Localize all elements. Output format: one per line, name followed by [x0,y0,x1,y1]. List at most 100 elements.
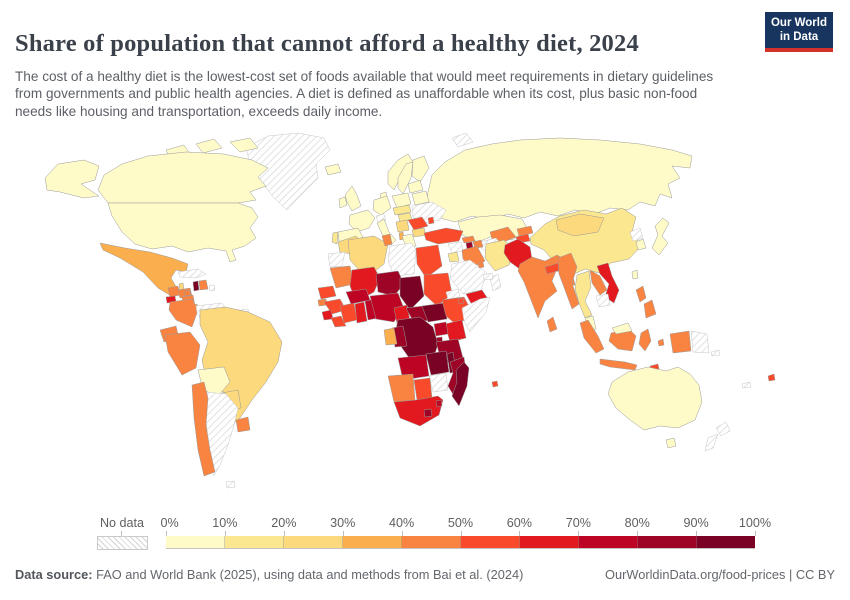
country-georgia[interactable] [461,235,476,244]
country-fiji[interactable] [767,373,776,382]
country-liberia[interactable] [330,315,347,328]
country-azerbaijan[interactable] [472,239,484,249]
country-mongolia[interactable] [555,213,605,237]
country-laos[interactable] [589,269,608,296]
country-peru[interactable] [164,331,201,376]
country-somalia[interactable] [461,296,491,333]
country-mexico[interactable] [99,242,189,297]
country-tunisia[interactable] [381,233,393,247]
country-chile[interactable] [191,381,216,477]
country-canada-arctic-island[interactable] [195,138,223,154]
legend-cell-b2[interactable] [225,536,284,548]
country-alaska[interactable] [44,159,100,199]
country-australia[interactable] [607,366,703,431]
country-portugal[interactable] [331,231,339,245]
country-kenya[interactable] [444,319,467,343]
country-new-zealand[interactable] [704,421,731,452]
country-malaysia-borneo[interactable] [611,322,633,335]
owid-logo[interactable]: Our World in Data [765,12,833,52]
country-chad[interactable] [399,275,425,311]
country-botswana[interactable] [413,377,433,401]
country-western-sahara[interactable] [327,251,346,268]
country-vietnam[interactable] [596,262,620,304]
country-taiwan[interactable] [631,269,639,280]
country-balkans[interactable] [395,219,410,233]
legend-cell-b8[interactable] [579,536,638,548]
country-jordan[interactable] [447,251,460,263]
country-papua-new-guinea[interactable] [690,330,710,354]
country-egypt[interactable] [415,244,443,279]
country-zambia[interactable] [425,350,450,376]
country-mauritius[interactable] [491,380,499,388]
country-sweden[interactable] [397,161,414,195]
country-cuba[interactable] [177,268,207,279]
country-lesotho[interactable] [423,408,433,418]
country-burkina-faso[interactable] [345,288,371,305]
country-eswatini[interactable] [435,399,443,408]
country-indonesia-sulawesi[interactable] [638,328,652,352]
country-south-africa[interactable] [393,395,444,427]
country-moldova[interactable] [427,216,435,225]
country-eritrea[interactable] [445,288,461,300]
country-tasmania[interactable] [665,437,677,449]
country-finland[interactable] [411,155,430,183]
country-japan[interactable] [651,217,670,256]
country-uae-qatar[interactable] [482,272,494,281]
country-poland[interactable] [391,192,412,209]
legend-cell-b9[interactable] [638,536,697,548]
country-south-korea[interactable] [635,238,647,251]
legend-cell-b7[interactable] [520,536,579,548]
country-zimbabwe[interactable] [428,372,449,393]
country-united-kingdom[interactable] [344,185,362,212]
country-thailand[interactable] [574,270,593,319]
country-russia[interactable] [424,137,693,223]
country-syria[interactable] [447,241,464,254]
country-madagascar[interactable] [451,361,470,407]
country-kyrgyzstan[interactable] [516,225,534,237]
country-ireland[interactable] [338,196,348,209]
country-cambodia[interactable] [595,293,611,308]
country-haiti[interactable] [192,280,200,292]
legend-cell-b4[interactable] [343,536,402,548]
country-ghana[interactable] [354,301,368,324]
country-myanmar[interactable] [557,252,580,310]
country-canada-arctic-island[interactable] [229,137,259,153]
legend-cell-b5[interactable] [402,536,461,548]
country-niger[interactable] [375,270,405,297]
country-belarus[interactable] [411,190,430,206]
country-dominican-republic[interactable] [198,279,209,291]
country-italy[interactable] [376,218,397,246]
country-namibia[interactable] [387,373,416,403]
country-germany[interactable] [372,195,392,216]
country-puerto-rico[interactable] [208,284,216,292]
country-algeria[interactable] [347,235,389,279]
country-iceland[interactable] [324,163,342,176]
country-libya[interactable] [387,242,417,277]
country-sri-lanka[interactable] [546,316,558,333]
country-south-sudan[interactable] [421,302,448,323]
country-colombia[interactable] [168,298,199,328]
country-turkey[interactable] [423,227,464,245]
country-north-korea[interactable] [629,227,644,242]
legend-no-data-swatch[interactable] [97,536,148,550]
country-indonesia-papua[interactable] [669,330,692,354]
country-france[interactable] [348,209,376,233]
legend-cell-b1[interactable] [166,536,225,548]
country-philippines[interactable] [635,285,657,319]
country-jamaica[interactable] [183,289,192,297]
legend-cell-b6[interactable] [461,536,520,548]
country-djibouti[interactable] [457,297,465,305]
country-canada[interactable] [97,151,269,204]
country-new-caledonia[interactable] [741,381,752,389]
footer-link[interactable]: OurWorldinData.org/food-prices | CC BY [605,567,835,582]
country-senegal[interactable] [317,285,337,300]
country-romania[interactable] [407,216,429,231]
country-usa[interactable] [107,202,259,263]
country-uganda[interactable] [433,321,449,337]
country-uruguay[interactable] [235,416,251,433]
legend-cell-b10[interactable] [697,536,755,548]
country-baltic-states[interactable] [407,179,424,194]
country-czechia-slovakia[interactable] [392,204,412,216]
country-falkland-islands[interactable] [225,480,236,489]
country-indonesia-sumatra[interactable] [579,319,605,354]
